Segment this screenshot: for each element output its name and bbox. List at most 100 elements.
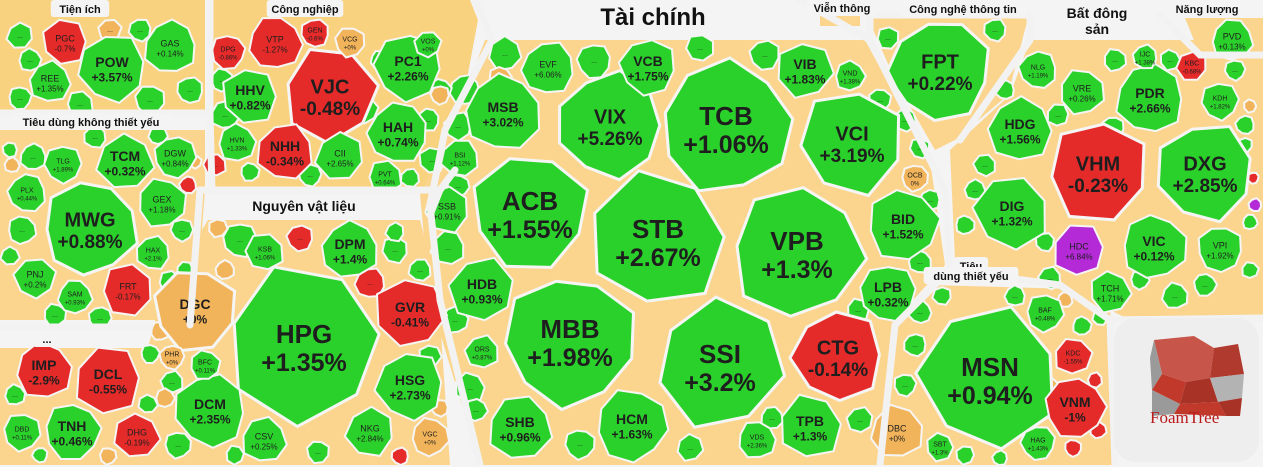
small-stock-cell[interactable] bbox=[399, 167, 420, 188]
small-stock-cell[interactable] bbox=[684, 34, 715, 62]
small-stock-cell[interactable] bbox=[214, 258, 235, 280]
stock-cell-tpb[interactable]: TPB+1.3% bbox=[781, 393, 842, 458]
small-stock-cell[interactable] bbox=[931, 286, 952, 306]
stock-cell-vnd[interactable]: VND +1.38% bbox=[835, 59, 868, 92]
small-stock-cell[interactable] bbox=[285, 224, 314, 253]
stock-cell-hvn[interactable]: HVN +1.33% bbox=[218, 122, 258, 162]
stock-cell-stb[interactable]: STB+2.67% bbox=[593, 169, 726, 303]
stock-cell-pvd[interactable]: PVD +0.13% bbox=[1211, 18, 1255, 61]
small-stock-cell[interactable] bbox=[990, 449, 1008, 465]
stock-cell-hsg[interactable]: HSG+2.73% bbox=[373, 352, 443, 423]
stock-cell-tcb[interactable]: TCB+1.06% bbox=[663, 56, 795, 193]
stock-cell-vhm[interactable]: VHM-0.23% bbox=[1050, 122, 1146, 222]
stock-cell-acb[interactable]: ACB+1.55% bbox=[472, 157, 590, 269]
stock-cell-fpt[interactable]: FPT+0.22% bbox=[884, 22, 990, 123]
stock-cell-dpg[interactable]: DPG -0.86% bbox=[211, 35, 247, 71]
stock-cell-frt[interactable]: FRT -0.17% bbox=[102, 263, 152, 317]
small-stock-cell[interactable] bbox=[893, 373, 918, 398]
stock-cell-vjc[interactable]: VJC-0.48% bbox=[286, 47, 381, 146]
stock-cell-hhv[interactable]: HHV+0.82% bbox=[222, 69, 277, 124]
stock-cell-phr[interactable]: PHR +0% bbox=[158, 344, 186, 371]
stock-cell-vos[interactable]: VOS +0% bbox=[413, 31, 443, 59]
small-stock-cell[interactable] bbox=[1241, 261, 1260, 279]
stock-cell-tcm[interactable]: TCM+0.32% bbox=[95, 132, 156, 189]
small-stock-cell[interactable] bbox=[1064, 438, 1082, 459]
stock-cell-gvr[interactable]: GVR-0.41% bbox=[375, 279, 449, 348]
stock-cell-pnj[interactable]: PNJ +0.2% bbox=[12, 258, 58, 300]
small-stock-cell[interactable] bbox=[407, 258, 432, 282]
small-stock-cell[interactable] bbox=[381, 235, 408, 265]
stock-cell-vgc[interactable]: VGC +0% bbox=[411, 416, 451, 458]
stock-cell-nhh[interactable]: NHH-0.34% bbox=[256, 123, 313, 180]
small-stock-cell[interactable] bbox=[98, 447, 118, 465]
small-stock-cell[interactable] bbox=[384, 221, 405, 243]
stock-cell-sbt[interactable]: SBT +1.3% bbox=[926, 431, 955, 463]
stock-cell-dig[interactable]: DIG+1.32% bbox=[971, 177, 1046, 251]
stock-cell-sam[interactable]: SAM +0.93% bbox=[56, 279, 94, 315]
small-stock-cell[interactable] bbox=[1104, 48, 1128, 73]
stock-cell-ocb[interactable]: OCB 0% bbox=[901, 164, 929, 193]
small-stock-cell[interactable] bbox=[208, 218, 229, 239]
stock-cell-csv[interactable]: CSV +0.25% bbox=[242, 415, 288, 462]
small-stock-cell[interactable] bbox=[955, 214, 976, 236]
stock-cell-vcg[interactable]: VCG +0% bbox=[334, 27, 366, 59]
small-stock-cell[interactable] bbox=[1, 141, 18, 159]
small-stock-cell[interactable] bbox=[155, 387, 177, 409]
small-stock-cell[interactable] bbox=[8, 86, 33, 111]
small-stock-cell[interactable] bbox=[748, 39, 780, 71]
stock-cell-hah[interactable]: HAH+0.74% bbox=[365, 101, 427, 162]
stock-cell-bfc[interactable]: BFC +0.11% bbox=[190, 349, 222, 380]
stock-cell-dbd[interactable]: DBD +0.11% bbox=[3, 413, 42, 453]
stock-cell-hdc[interactable]: HDC +6.84% bbox=[1054, 224, 1104, 276]
stock-cell-msb[interactable]: MSB+3.02% bbox=[465, 72, 541, 149]
small-stock-cell[interactable] bbox=[1234, 114, 1255, 135]
small-stock-cell[interactable] bbox=[676, 432, 705, 462]
stock-cell-dpm[interactable]: DPM+1.4% bbox=[320, 218, 378, 278]
stock-cell-ree[interactable]: REE +1.35% bbox=[28, 59, 72, 102]
stock-cell-tlg[interactable]: TLG +1.89% bbox=[43, 145, 83, 186]
stock-cell-mwg[interactable]: MWG+0.88% bbox=[45, 181, 139, 277]
stock-cell-vpi[interactable]: VPI +1.92% bbox=[1197, 227, 1242, 274]
stock-cell-tch[interactable]: TCH +1.71% bbox=[1090, 270, 1133, 314]
stock-cell-plx[interactable]: PLX +0.44% bbox=[6, 173, 46, 213]
small-stock-cell[interactable] bbox=[575, 44, 611, 80]
small-stock-cell[interactable] bbox=[159, 369, 184, 394]
small-stock-cell[interactable] bbox=[564, 429, 596, 462]
stock-cell-gex[interactable]: GEX +1.18% bbox=[139, 177, 188, 228]
small-stock-cell[interactable] bbox=[760, 405, 785, 430]
stock-cell-vds[interactable]: VDS +2.36% bbox=[738, 421, 777, 459]
stock-cell-dhg[interactable]: DHG -0.19% bbox=[113, 412, 162, 458]
small-stock-cell[interactable] bbox=[1241, 213, 1259, 231]
small-stock-cell[interactable] bbox=[1223, 59, 1247, 83]
small-stock-cell[interactable] bbox=[971, 153, 996, 178]
stock-cell-ksb[interactable]: KSB +1.06% bbox=[244, 233, 284, 271]
stock-cell-gen[interactable]: GEN -0.6% bbox=[300, 18, 329, 48]
stock-cell-vib[interactable]: VIB+1.83% bbox=[777, 43, 836, 99]
small-stock-cell[interactable] bbox=[137, 393, 160, 414]
small-stock-cell[interactable] bbox=[305, 440, 330, 465]
small-stock-cell[interactable] bbox=[240, 161, 261, 182]
stock-cell-imp[interactable]: IMP-2.9% bbox=[16, 340, 73, 398]
small-stock-cell[interactable] bbox=[353, 267, 386, 298]
stock-cell-hpg[interactable]: HPG+1.35% bbox=[232, 265, 381, 429]
small-stock-cell[interactable] bbox=[0, 245, 21, 266]
stock-cell-vcb[interactable]: VCB+1.75% bbox=[617, 39, 675, 97]
stock-cell-pdr[interactable]: PDR+2.66% bbox=[1115, 63, 1183, 133]
stock-cell-ijc[interactable]: IJC +1.38% bbox=[1131, 43, 1158, 70]
small-stock-cell[interactable] bbox=[876, 26, 900, 50]
small-stock-cell[interactable] bbox=[176, 76, 203, 104]
small-stock-cell[interactable] bbox=[1003, 284, 1026, 307]
small-stock-cell[interactable] bbox=[429, 85, 450, 106]
stock-cell-dgw[interactable]: DGW +0.84% bbox=[153, 136, 198, 180]
small-stock-cell[interactable] bbox=[1192, 272, 1219, 297]
stock-cell-kbc[interactable]: KBC -0.68% bbox=[1175, 50, 1207, 81]
stock-cell-ctg[interactable]: CTG-0.14% bbox=[788, 310, 881, 403]
stock-cell-vci[interactable]: VCI+3.19% bbox=[799, 92, 901, 198]
stock-cell-cii[interactable]: CII +2.65% bbox=[313, 130, 363, 180]
small-stock-cell[interactable] bbox=[18, 47, 43, 72]
stock-cell-vic[interactable]: VIC+0.12% bbox=[1123, 214, 1188, 279]
stock-cell-pow[interactable]: POW+3.57% bbox=[77, 35, 145, 105]
stock-cell-shb[interactable]: SHB+0.96% bbox=[489, 395, 554, 459]
small-stock-cell[interactable] bbox=[5, 21, 33, 49]
small-stock-cell[interactable] bbox=[1086, 371, 1103, 389]
